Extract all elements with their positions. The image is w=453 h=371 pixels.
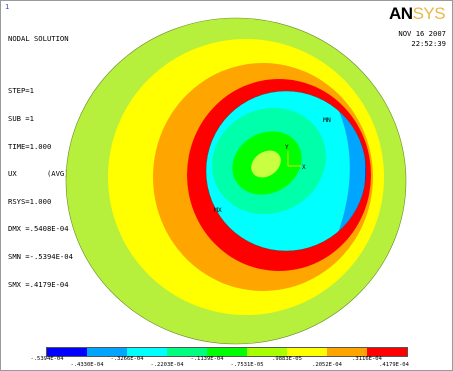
- legend-tick-label: .2052E-04: [312, 362, 342, 368]
- legend-tick-label: .4179E-04: [379, 362, 409, 368]
- legend-swatch: [167, 348, 207, 356]
- legend-swatch: [47, 348, 87, 356]
- legend-swatch: [327, 348, 367, 356]
- legend-swatch: [287, 348, 327, 356]
- legend-tick-label: -.2203E-04: [150, 362, 183, 368]
- legend-tick-label: -.7531E-05: [230, 362, 263, 368]
- legend-tick-label: -.5394E-04: [30, 356, 63, 362]
- legend-swatch: [87, 348, 127, 356]
- legend-swatch: [207, 348, 247, 356]
- min-marker: MN: [323, 116, 331, 124]
- legend-tick-label: .3116E-04: [352, 356, 382, 362]
- legend-tick-label: -.4330E-04: [70, 362, 103, 368]
- axis-y-label: Y: [285, 144, 289, 151]
- legend-tick-label: -.1139E-04: [190, 356, 223, 362]
- axis-x-label: X: [302, 164, 306, 171]
- max-marker: MX: [214, 206, 222, 214]
- legend-swatch: [127, 348, 167, 356]
- legend-swatch: [367, 348, 407, 356]
- legend-tick-label: -.3266E-04: [110, 356, 143, 362]
- legend-tick-label: .9883E-05: [272, 356, 302, 362]
- legend-swatch: [247, 348, 287, 356]
